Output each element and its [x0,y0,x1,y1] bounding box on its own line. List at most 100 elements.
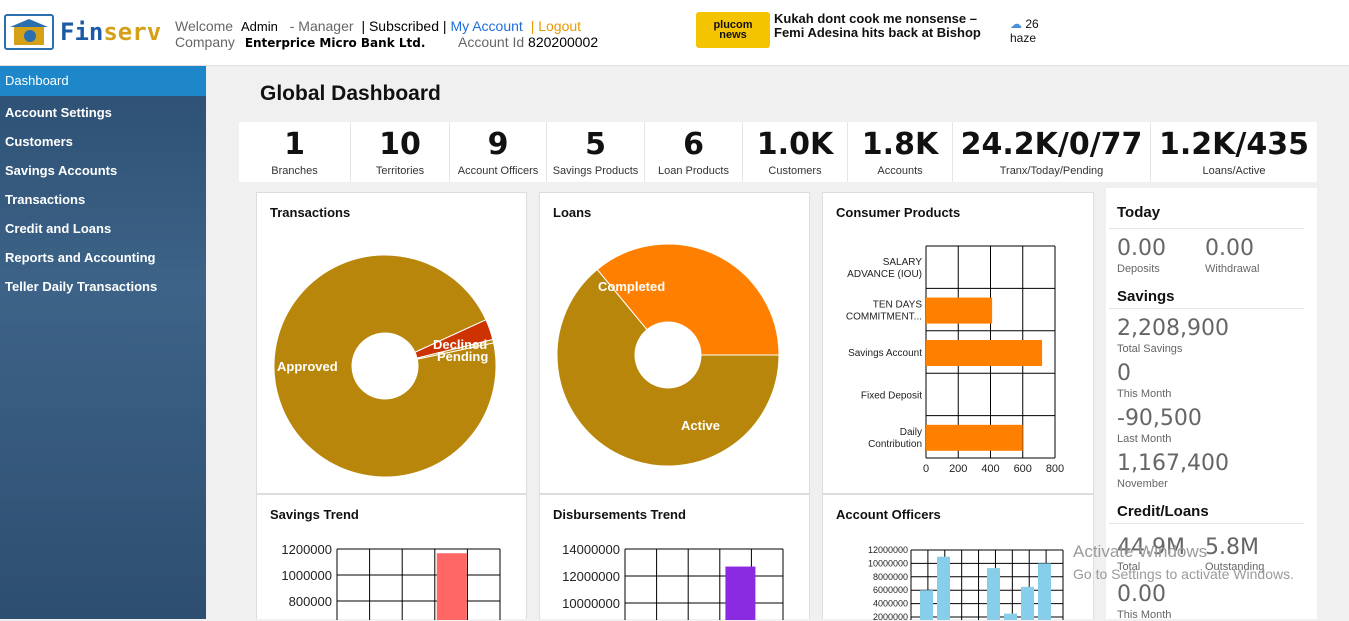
category-label: SALARY [883,257,923,268]
panel-title: Consumer Products [836,205,961,220]
divider [1109,308,1304,309]
kpi-savings-products[interactable]: 5 Savings Products [547,122,645,182]
separator: | [442,18,447,34]
welcome-label: Welcome [175,18,234,34]
bar[interactable] [1004,613,1017,620]
donut-slice-active[interactable] [596,243,780,356]
y-tick-label: 14000000 [562,542,620,557]
news-badge-text: plucom news [713,19,753,41]
divider [1109,523,1304,524]
kpi-account-officers[interactable]: 9 Account Officers [450,122,547,182]
brand-name: Finserv [60,18,161,46]
x-tick-label: 200 [949,463,967,475]
category-label: Fixed Deposit [861,390,922,401]
withdrawal-label: Withdrawal [1205,263,1260,275]
y-tick-label: 2000000 [873,612,908,620]
sidebar-item-teller-daily-transactions[interactable]: Teller Daily Transactions [5,279,158,294]
consumer-products-panel: Consumer Products 0 200 400 600 800 SALARY ADV… [822,192,1094,494]
account-officers-chart: 12000000 10000000 8000000 6000000 4000000 200… [868,545,1064,620]
sidebar-item-credit-and-loans[interactable]: Credit and Loans [5,221,112,236]
kpi-label: Loan Products [658,165,729,177]
brand-logo[interactable]: Finserv [4,14,161,50]
kpi-accounts[interactable]: 1.8K Accounts [848,122,953,182]
category-label: Daily [900,427,922,438]
sidebar-item-reports-and-accounting[interactable]: Reports and Accounting [5,250,156,265]
bar[interactable] [937,556,950,620]
kpi-label: Loans/Active [1202,165,1266,177]
company-name: Enterprice Micro Bank Ltd. [244,36,426,50]
credit-total-value: 44.9M [1117,535,1185,560]
kpi-label: Territories [375,165,425,177]
bar[interactable] [926,424,1023,451]
kpi-territories[interactable]: 10 Territories [351,122,450,182]
november-value: 1,167,400 [1117,451,1229,476]
bank-icon [4,14,54,50]
bar[interactable] [436,553,467,620]
kpi-value: 10 [379,127,421,162]
deposits-label: Deposits [1117,263,1160,275]
bar[interactable] [1038,563,1051,620]
loans-panel: Loans Completed Active [539,192,810,494]
company-line: Company Enterprice Micro Bank Ltd. [175,34,425,50]
news-headline[interactable]: Kukah dont cook me nonsense – Femi Adesi… [774,11,981,40]
my-account-link[interactable]: My Account [450,18,523,34]
category-label: TEN DAYS [873,300,923,311]
bar[interactable] [725,566,756,620]
kpi-label: Accounts [877,165,923,177]
welcome-line: Welcome Admin - Manager | Subscribed | M… [175,18,581,34]
logout-link[interactable]: Logout [538,18,582,34]
top-header: Finserv Welcome Admin - Manager | Subscr… [0,0,1349,66]
loans-donut-chart: Completed Active [556,243,780,467]
y-tick-label: 1200000 [281,542,332,557]
kpi-transactions[interactable]: 24.2K/0/77 Tranx/Today/Pending [953,122,1151,182]
user-name: Admin [240,19,278,34]
sidebar-item-account-settings[interactable]: Account Settings [5,105,112,120]
kpi-value: 6 [683,127,704,162]
page-title: Global Dashboard [260,82,441,105]
kpi-branches[interactable]: 1 Branches [239,122,351,182]
sidebar-item-savings-accounts[interactable]: Savings Accounts [5,163,118,178]
panel-title: Account Officers [836,507,941,522]
credit-month-value: 0.00 [1117,582,1166,607]
slice-label-approved: Approved [277,359,338,374]
news-ticker[interactable]: plucom news Kukah dont cook me nonsense … [696,12,994,48]
bar[interactable] [987,568,1000,620]
sidebar-item-transactions[interactable]: Transactions [5,192,86,207]
sidebar-item-dashboard[interactable]: Dashboard [0,66,206,96]
disbursements-trend-panel: Disbursements Trend 14000000 12000000 1000… [539,494,810,620]
kpi-label: Customers [768,165,822,177]
weather-condition: haze [1010,31,1037,45]
donut-slice-completed[interactable] [556,268,780,467]
kpi-loans[interactable]: 1.2K/435 Loans/Active [1151,122,1317,182]
last-month-label: Last Month [1117,433,1172,445]
kpi-loan-products[interactable]: 6 Loan Products [645,122,743,182]
y-tick-label: 800000 [289,594,332,609]
total-savings-value: 2,208,900 [1117,316,1229,341]
bar[interactable] [926,297,993,324]
slice-label-pending: Pending [437,349,488,364]
divider [1109,228,1304,229]
category-label: ADVANCE (IOU) [847,269,922,280]
company-label: Company [175,34,235,50]
donut-slice-approved[interactable] [273,254,497,478]
kpi-label: Account Officers [457,165,539,177]
account-id-label: Account Id [458,34,525,50]
bar[interactable] [1021,586,1034,620]
sidebar-item-customers[interactable]: Customers [5,134,73,149]
kpi-customers[interactable]: 1.0K Customers [743,122,848,182]
brand-name-part2: serv [103,18,162,46]
credit-loans-heading: Credit/Loans [1117,503,1209,520]
user-role: - Manager [289,18,354,34]
disbursements-trend-chart: 14000000 12000000 10000000 [562,542,784,620]
bar[interactable] [920,590,933,620]
donut-slice-pending[interactable] [416,338,495,360]
category-label: Contribution [868,439,922,450]
y-tick-label: 4000000 [873,599,908,609]
last-month-value: -90,500 [1117,406,1202,431]
account-officers-panel: Account Officers 12000000 10000000 8000000… [822,494,1094,620]
kpi-value: 1.0K [756,127,834,162]
x-tick-label: 600 [1014,463,1032,475]
kpi-value: 1 [284,127,305,162]
bar[interactable] [926,340,1043,366]
